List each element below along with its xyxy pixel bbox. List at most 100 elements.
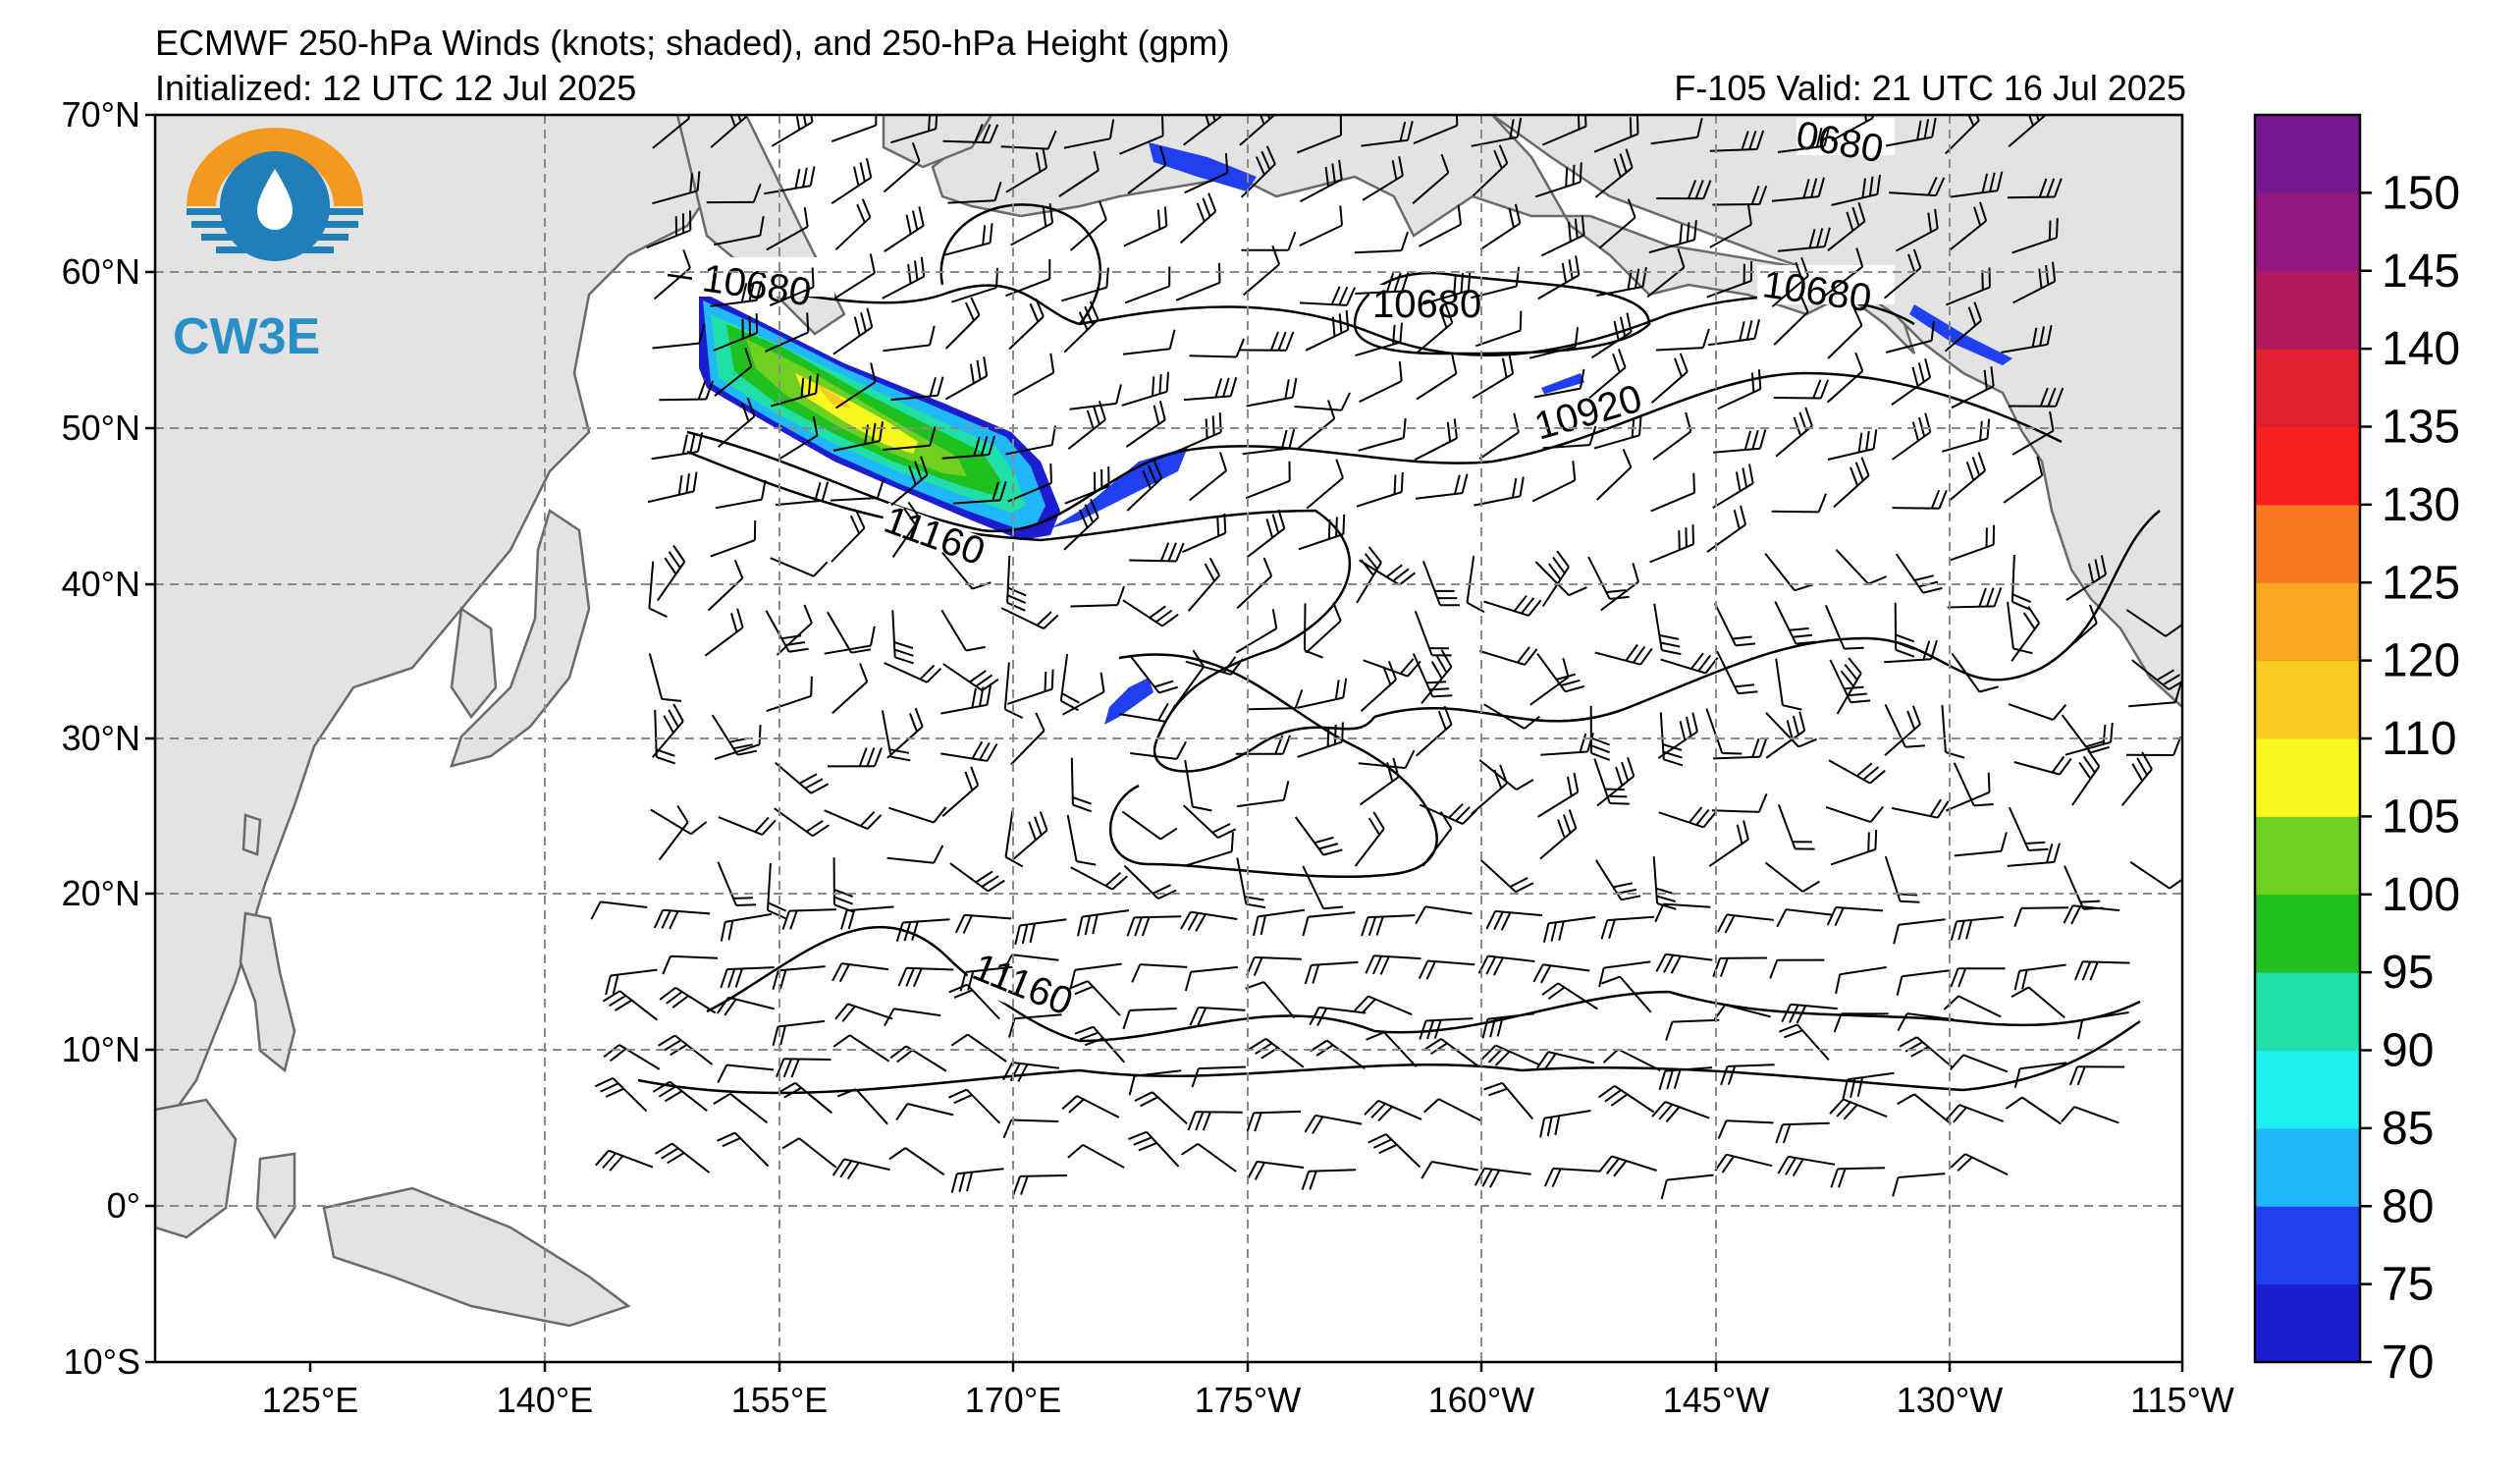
wind-barb <box>2007 601 2033 655</box>
wind-barb <box>1294 816 1343 856</box>
colorbar-tick-label: 150 <box>2382 167 2460 219</box>
wind-barb <box>1836 657 1862 715</box>
wind-barb <box>1953 762 1994 807</box>
wind-barb <box>1656 180 1712 200</box>
contour-10680-loop <box>939 203 1102 325</box>
lon-label-175w: 175°W <box>1195 1380 1301 1420</box>
wind-barb <box>1297 678 1348 709</box>
wind-barb <box>1253 908 1306 937</box>
colorbar-tick-label: 125 <box>2382 557 2460 609</box>
wind-barb <box>1300 286 1357 306</box>
wind-barb <box>1897 1012 1955 1032</box>
wind-barb <box>1061 1095 1120 1118</box>
wind-barb <box>714 347 753 397</box>
lat-label-40n: 40°N <box>62 564 140 604</box>
wind-barb <box>940 609 986 652</box>
wind-barb <box>1705 708 1743 755</box>
wind-barb <box>1654 902 1711 923</box>
wind-barb <box>1533 368 1585 399</box>
wind-barb <box>770 373 819 408</box>
wind-barb <box>1945 772 1991 812</box>
wind-barb <box>1126 915 1182 937</box>
colorbar-tick-label: 110 <box>2382 713 2457 765</box>
wind-barb <box>657 544 686 601</box>
wind-barb <box>1129 740 1187 760</box>
wind-barb <box>1184 965 1238 992</box>
wind-barb <box>1414 610 1452 657</box>
wind-barb <box>1127 145 1167 194</box>
colorbar: 70 75 80 85 90 95 100 105 110 120 125 130 135 140 145 1… <box>2253 113 2460 1389</box>
wind-barb <box>1003 662 1024 720</box>
wind-barb <box>1125 400 1166 448</box>
wind-barb <box>950 1168 1004 1193</box>
wind-barb <box>1305 602 1342 654</box>
wind-barb <box>1298 514 1346 551</box>
wind-barb <box>1950 171 2004 198</box>
wind-barb <box>1659 712 1684 767</box>
wind-barb <box>1542 916 1596 943</box>
wind-barb <box>1712 464 1754 510</box>
wind-barb <box>944 297 981 350</box>
wind-barb <box>1665 1018 1720 1041</box>
wind-barb <box>952 481 1007 505</box>
wind-barb <box>1842 1071 1895 1100</box>
wind-barb <box>764 166 816 195</box>
wind-barb <box>1123 864 1177 900</box>
wind-barb <box>2001 325 2053 354</box>
wind-barb <box>2012 261 2057 304</box>
wind-barb <box>1479 859 1534 894</box>
wind-barb <box>1187 557 1220 612</box>
wind-barb <box>2128 682 2182 708</box>
lon-label-115w: 115°W <box>2130 1380 2234 1420</box>
wind-barb <box>1354 995 1413 1016</box>
wind-barb <box>1712 956 1768 978</box>
wind-barb <box>1069 200 1107 251</box>
wind-barb <box>1717 1119 1774 1139</box>
wind-barb <box>940 684 992 715</box>
wind-barb <box>2007 178 2063 199</box>
wind-barb <box>1771 493 1827 514</box>
wind-barb <box>1884 705 1921 757</box>
wind-barb <box>1010 203 1054 246</box>
wind-barb <box>1360 757 1400 806</box>
wind-barb <box>1831 115 1874 142</box>
wind-barb <box>1825 805 1884 824</box>
wind-barb <box>1950 967 2006 988</box>
wind-barb <box>1889 176 1946 197</box>
wind-barb <box>1777 227 1831 252</box>
wind-barb <box>881 710 911 762</box>
wind-barb <box>1594 643 1653 666</box>
wind-barb <box>1128 1130 1180 1168</box>
wind-barb <box>1593 758 1630 805</box>
wind-barb <box>1598 1155 1657 1177</box>
wind-barb <box>1894 602 1915 658</box>
wind-barb <box>1012 1174 1068 1196</box>
wind-barb <box>1537 772 1580 818</box>
wind-barb <box>1422 270 1472 305</box>
wind-patch-coast <box>1909 304 2012 365</box>
wind-barb <box>1006 555 1027 612</box>
colorbar-segment <box>2255 1050 2360 1129</box>
wind-barb <box>1122 1008 1177 1030</box>
wind-barb <box>832 307 874 355</box>
wind-barb <box>1892 489 1948 510</box>
wind-barb <box>1359 559 1417 586</box>
wind-barb <box>2068 1065 2125 1086</box>
wind-barb <box>2120 751 2153 807</box>
colorbar-tick-label: 85 <box>2382 1103 2434 1155</box>
contour-10920 <box>686 371 2063 533</box>
wind-barb <box>1598 198 1636 249</box>
wind-barb <box>1134 1091 1188 1125</box>
wind-barb <box>2060 604 2098 655</box>
wind-barb <box>720 912 773 942</box>
wind-barb <box>895 918 950 942</box>
wind-barb <box>1602 1048 1661 1071</box>
wind-barb <box>836 1088 888 1125</box>
wind-barb <box>1537 255 1581 300</box>
wind-barb <box>774 807 830 838</box>
wind-barb <box>1129 542 1185 563</box>
wind-barb <box>1304 1114 1363 1134</box>
wind-barb <box>1299 205 1343 247</box>
wind-barb <box>2011 218 2059 254</box>
